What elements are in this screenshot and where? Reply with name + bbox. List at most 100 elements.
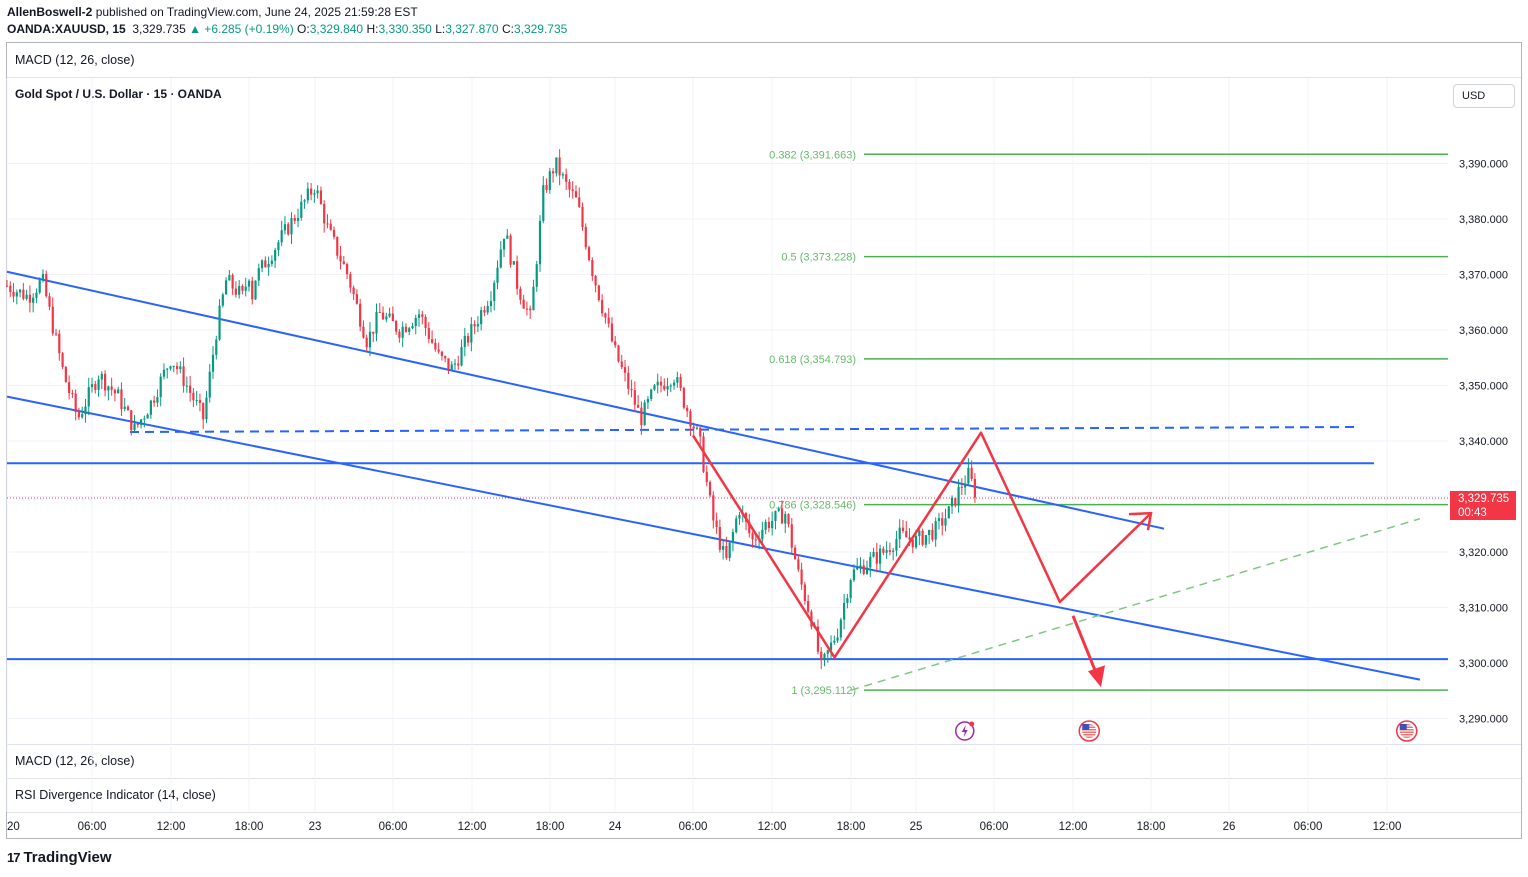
candle-down <box>522 299 525 309</box>
candle-down <box>751 533 754 540</box>
candle-up <box>25 294 28 299</box>
candle-down <box>790 524 793 548</box>
rsi-label[interactable]: RSI Divergence Indicator (14, close) <box>15 788 216 802</box>
dashed-uptrend-line <box>850 517 1421 691</box>
y-tick-label: 3,390.000 <box>1459 159 1508 171</box>
candle-down <box>349 274 352 288</box>
candle-down <box>787 514 790 525</box>
projection-path <box>691 431 1153 688</box>
candle-up <box>895 539 898 551</box>
candle-down <box>699 427 702 437</box>
macd-top-label[interactable]: MACD (12, 26, close) <box>15 53 135 67</box>
candle-down <box>905 531 908 538</box>
candle-up <box>283 224 287 231</box>
candle-down <box>640 407 643 426</box>
main-pane-title[interactable]: Gold Spot / U.S. Dollar · 15 · OANDA <box>15 87 222 101</box>
candle-up <box>267 263 270 268</box>
candle-up <box>771 520 774 529</box>
x-tick-label: 12:00 <box>758 821 787 833</box>
candle-up <box>836 637 839 641</box>
candle-down <box>336 236 339 256</box>
candle-up <box>695 427 699 429</box>
x-tick-label: 06:00 <box>78 821 107 833</box>
x-tick-label: 18:00 <box>235 821 264 833</box>
candle-up <box>228 275 231 281</box>
candle-up <box>90 384 94 388</box>
currency-button[interactable]: USD <box>1453 84 1515 108</box>
symbol-label: OANDA:XAUUSD, 15 <box>7 22 126 36</box>
candle-down <box>725 546 728 558</box>
candle-down <box>689 411 692 427</box>
candle-down <box>627 372 630 389</box>
candle-up <box>859 565 862 568</box>
current-price-tag: 3,329.735 00:43 <box>1450 491 1516 520</box>
tradingview-logo[interactable]: 17 TradingView <box>7 849 112 866</box>
pane-separator <box>7 778 1521 779</box>
candle-down <box>780 508 784 524</box>
publish-info: AllenBoswell-2 published on TradingView.… <box>7 5 418 19</box>
candle-up <box>947 506 950 519</box>
candle-up <box>666 385 669 390</box>
close-label: C: <box>501 22 514 36</box>
x-tick-label: 12:00 <box>1059 821 1088 833</box>
author-name[interactable]: AllenBoswell-2 <box>7 5 93 19</box>
candle-up <box>143 418 146 420</box>
candle-up <box>156 397 159 403</box>
candle-down <box>434 342 437 350</box>
candle-down <box>807 600 810 612</box>
high-label: H: <box>366 22 379 36</box>
candle-down <box>342 261 345 265</box>
candle-down <box>663 385 666 390</box>
y-tick-label: 3,300.000 <box>1459 658 1508 670</box>
candle-up <box>669 385 672 387</box>
fibonacci-levels: 0.382 (3,391.663) 0.5 (3,373.228) 0.618 (3… <box>769 149 1448 697</box>
candle-down <box>447 358 450 370</box>
x-tick-label: 24 <box>609 821 622 833</box>
candle-down <box>241 286 244 291</box>
candle-down <box>516 261 519 289</box>
candle-up <box>162 369 166 377</box>
candle-down <box>398 331 401 338</box>
candle-down <box>381 312 385 320</box>
candle-down <box>231 275 234 289</box>
candle-up <box>643 402 646 426</box>
candle-down <box>816 626 820 652</box>
candle-up <box>208 371 211 398</box>
open-label: O: <box>297 22 310 36</box>
candle-down <box>5 285 9 287</box>
candle-up <box>924 535 927 545</box>
pane-separator <box>7 812 1521 813</box>
candle-up <box>166 368 169 370</box>
candle-down <box>293 218 296 221</box>
candle-up <box>898 527 901 540</box>
candle-down <box>578 197 581 207</box>
x-tick-label: 06:00 <box>980 821 1009 833</box>
candle-down <box>332 229 336 237</box>
candle-down <box>659 381 663 386</box>
candle-down <box>960 486 963 488</box>
candle-up <box>306 188 309 201</box>
time-axis: 20 06:00 12:00 18:00 23 06:00 12:00 18:00 24 06:0… <box>7 821 1401 833</box>
flag-canton <box>1399 724 1407 730</box>
candle-up <box>885 550 888 553</box>
channel-trendline <box>6 395 1421 681</box>
candle-down <box>908 537 911 540</box>
candle-up <box>738 514 741 519</box>
y-tick-label: 3,290.000 <box>1459 714 1508 726</box>
macd-bottom-label[interactable]: MACD (12, 26, close) <box>15 754 135 768</box>
candle-up <box>656 381 659 386</box>
candle-up <box>852 569 856 581</box>
candle-up <box>499 249 502 268</box>
candle-down <box>120 389 123 410</box>
candle-up <box>774 510 777 521</box>
candle-down <box>581 206 584 228</box>
candle-up <box>133 423 136 431</box>
candle-up <box>316 190 319 194</box>
tradingview-wordmark: TradingView <box>23 849 112 866</box>
event-markers <box>955 720 1418 742</box>
candle-down <box>329 223 332 230</box>
candle-up <box>777 508 780 511</box>
candle-up <box>146 414 149 419</box>
candle-down <box>444 356 447 359</box>
